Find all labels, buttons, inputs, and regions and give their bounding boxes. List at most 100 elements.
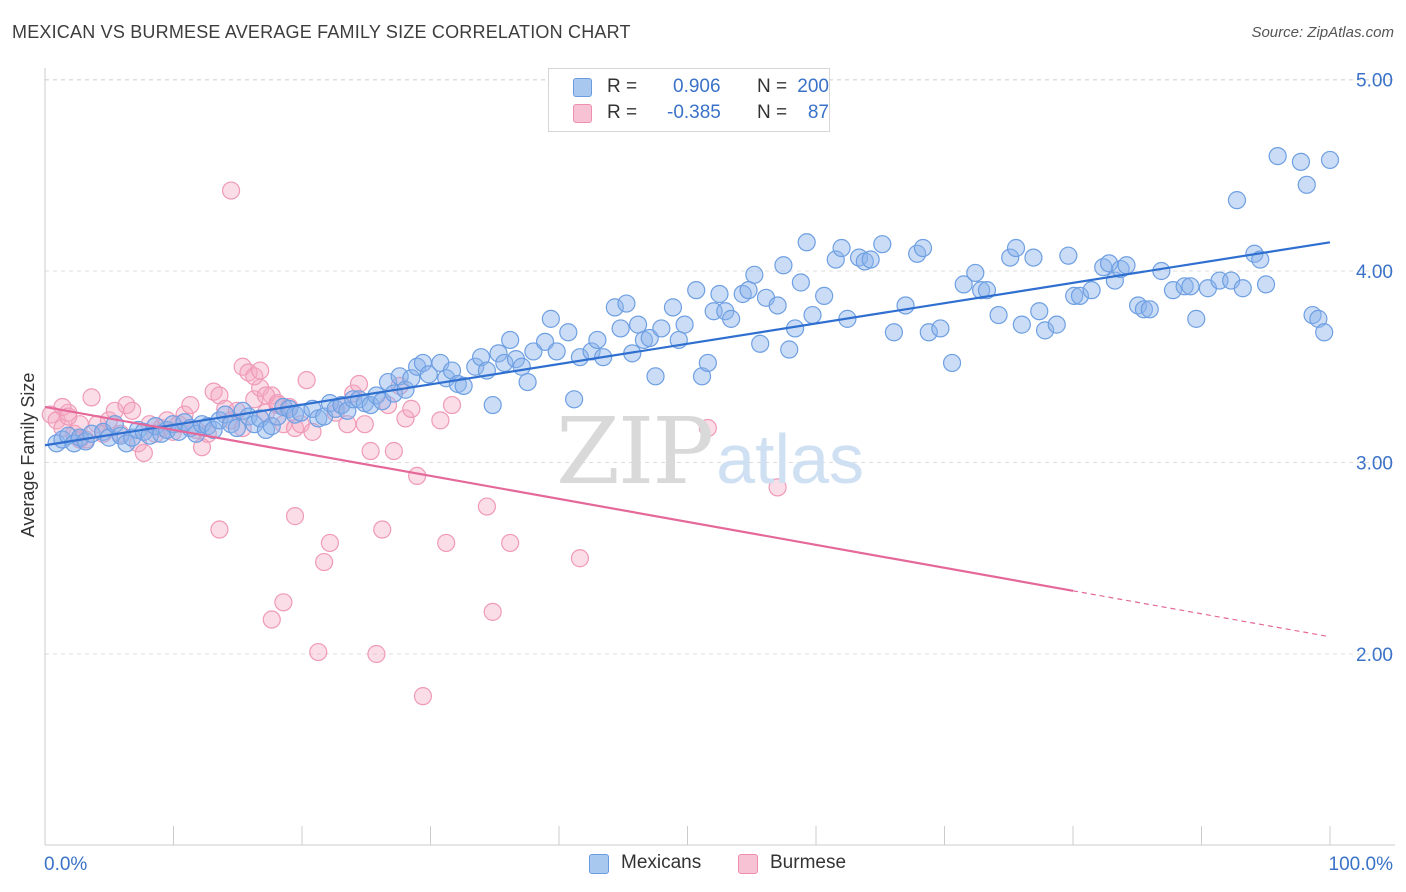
burmese-point (210, 520, 229, 539)
burmese-trend-line (44, 405, 1074, 592)
mexicans-trend-line (44, 241, 1331, 447)
mexicans-point (1047, 315, 1066, 334)
mexicans-point (547, 342, 566, 361)
burmese-point (437, 533, 456, 553)
mexicans-point (1256, 275, 1276, 294)
mexicans-point (1024, 248, 1043, 267)
mexicans-point (1065, 286, 1084, 305)
mexicans-point (739, 281, 758, 300)
mexicans-point (652, 319, 671, 338)
mexicans-point (780, 340, 799, 359)
legend-swatch-mexicans (573, 78, 592, 97)
correlation-legend: R = 0.906 N = 200 R = -0.385 N = 87 (548, 68, 830, 132)
mexicans-point (483, 395, 502, 415)
mexicans-point (1291, 152, 1311, 171)
legend-n-value: 200 (797, 76, 829, 97)
burmese-point (320, 533, 340, 553)
mexicans-point (751, 334, 770, 353)
mexicans-point (646, 367, 665, 386)
mexicans-point (471, 348, 491, 367)
mexicans-point (1012, 315, 1031, 334)
mexicans-point (675, 315, 694, 334)
mexicans-point (1059, 246, 1078, 265)
mexicans-point (617, 294, 636, 313)
mexicans-point (692, 367, 712, 386)
mexicans-point (768, 296, 787, 315)
burmese-point (349, 374, 369, 394)
mexicans-point (1134, 300, 1154, 319)
mexicans-point (1070, 286, 1090, 305)
burmese-point (408, 466, 427, 486)
mexicans-point (977, 281, 997, 300)
x-tick-label-min: 0.0% (44, 854, 87, 875)
burmese-point (309, 642, 328, 662)
mexicans-point (896, 296, 915, 315)
mexicans-point (972, 281, 991, 300)
mexicans-point (588, 330, 607, 350)
burmese-point (297, 371, 316, 390)
burmese-point (192, 438, 212, 457)
mexicans-point (390, 367, 409, 386)
burmese-point (285, 507, 305, 526)
mexicans-point (361, 395, 380, 415)
mexicans-point (559, 323, 578, 342)
mexicans-point (501, 330, 520, 350)
mexicans-point (565, 390, 584, 409)
mexicans-point (1163, 281, 1183, 300)
y-axis-label: Average Family Size (18, 373, 38, 538)
burmese-point (181, 395, 200, 415)
burmese-point (384, 441, 403, 461)
bottom-legend-swatch-burmese (738, 854, 758, 874)
mexicans-point (338, 401, 357, 420)
mexicans-point (815, 286, 834, 305)
mexicans-point (1117, 256, 1136, 275)
burmese-point (373, 520, 392, 539)
y-tick-label: 4.00 (1356, 262, 1393, 283)
mexicans-point (1152, 261, 1171, 281)
burmese-point (698, 418, 717, 438)
mexicans-point (512, 357, 531, 376)
burmese-point (501, 533, 520, 553)
mexicans-point (628, 315, 648, 334)
mexicans-point (454, 376, 473, 395)
mexicans-point (1268, 147, 1287, 166)
burmese-point (477, 497, 497, 516)
mexicans-point (227, 418, 246, 438)
mexicans-point (803, 305, 822, 325)
mexicans-point (1309, 309, 1328, 328)
mexicans-point (605, 298, 624, 317)
mexicans-point (1175, 277, 1194, 296)
mexicans-point (204, 420, 223, 440)
mexicans-point (942, 353, 962, 373)
burmese-point (303, 422, 322, 441)
bottom-legend-label-burmese: Burmese (770, 852, 847, 873)
burmese-point (768, 478, 787, 497)
burmese-trend-extension (1072, 590, 1331, 638)
mexicans-point (797, 233, 816, 252)
mexicans-point (1297, 175, 1316, 194)
mexicans-point (698, 353, 717, 373)
burmese-point (274, 593, 293, 612)
mexicans-point (791, 273, 810, 292)
mexicans-point (954, 275, 973, 294)
mexicans-point (140, 426, 159, 445)
tick-labels: 2.00 3.00 4.00 5.00 0.0% 100.0% Average Family… (18, 71, 1393, 876)
legend-n-label: N = (757, 76, 788, 97)
burmese-point (123, 401, 142, 420)
mexicans-point (931, 319, 950, 338)
mexicans-point (466, 357, 485, 376)
mexicans-point (919, 323, 938, 342)
legend-swatch-burmese (573, 104, 592, 123)
burmese-point (431, 411, 450, 430)
mexicans-point (611, 319, 630, 338)
mexicans-point (1035, 321, 1055, 340)
y-tick-label: 2.00 (1356, 645, 1393, 666)
mexicans-point (1251, 250, 1270, 269)
burmese-point (134, 443, 153, 463)
y-tick-label: 3.00 (1356, 454, 1393, 475)
legend-n-value: 87 (807, 102, 829, 123)
burmese-point (442, 395, 462, 415)
mexicans-point (687, 281, 706, 300)
burmese-point (355, 415, 374, 434)
